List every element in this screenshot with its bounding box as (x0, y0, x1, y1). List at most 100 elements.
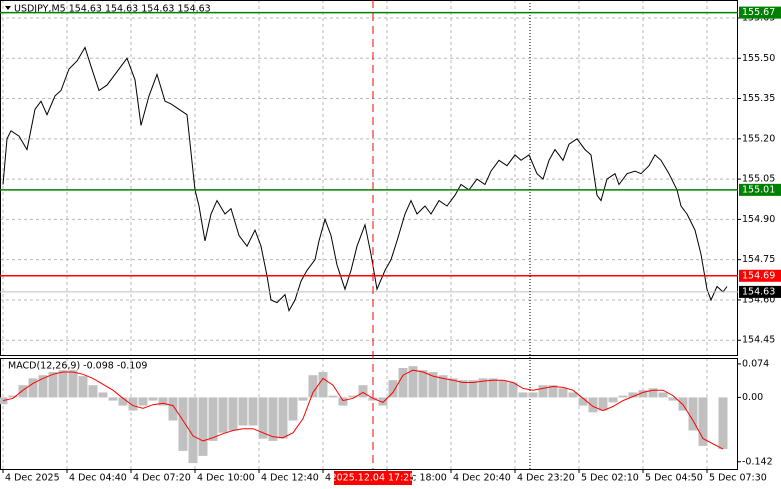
level-label: 155.01 (742, 184, 775, 195)
crosshair-label-box (334, 471, 412, 485)
macd-bar (618, 395, 628, 398)
macd-bar (78, 376, 88, 398)
y-tick-label: 154.90 (742, 214, 775, 225)
macd-bar (228, 397, 238, 431)
macd-bar (658, 392, 668, 398)
x-tick-label: 5 Dec 04:50 (645, 473, 703, 484)
x-tick-label: 4 Dec 23:20 (517, 473, 575, 484)
macd-bar (488, 378, 498, 398)
price-panel-border (0, 0, 738, 356)
x-tick-label: 5 Dec 07:30 (709, 473, 767, 484)
macd-bar (598, 397, 608, 411)
y-tick-label: 0.074 (742, 358, 769, 369)
macd-bar (208, 397, 218, 441)
macd-bar (368, 397, 378, 401)
chart-title: USDJPY,M5 154.63 154.63 154.63 154.63 (14, 4, 211, 15)
price-line (2, 46, 728, 313)
level-label: 154.69 (742, 270, 775, 281)
macd-bar (548, 385, 558, 398)
x-tick-label: 4 Dec 07:20 (133, 473, 191, 484)
macd-bar (578, 397, 588, 406)
x-tick-label: 4 Dec 10:00 (197, 473, 255, 484)
macd-bar (328, 395, 338, 398)
macd-bar (188, 397, 198, 464)
crosshair-label: 2025.12.04 17:25 (331, 473, 416, 484)
macd-bar (118, 397, 128, 406)
macd-bar (218, 397, 228, 433)
macd-bar (38, 375, 48, 398)
level-label: 155.67 (742, 7, 775, 18)
x-tick-label: 5 Dec 02:10 (581, 473, 639, 484)
macd-bar (478, 378, 488, 398)
macd-bar (688, 397, 698, 431)
y-tick-label: 155.05 (742, 174, 775, 185)
macd-bar (238, 397, 248, 426)
macd-bar (528, 392, 538, 398)
macd-bar (638, 390, 648, 398)
macd-bar (58, 370, 68, 398)
macd-bar (628, 392, 638, 398)
x-tick-label: 4 Dec 04:40 (69, 473, 127, 484)
macd-bar (258, 397, 268, 439)
x-tick-label: 4 Dec 18:00 (389, 473, 447, 484)
y-tick-label: 154.45 (742, 335, 775, 346)
macd-bar (408, 366, 418, 398)
y-tick-label: 0.00 (742, 392, 763, 403)
y-tick-label: 154.75 (742, 254, 775, 265)
macd-bar (458, 380, 468, 398)
macd-bar (678, 397, 688, 411)
macd-bar (268, 397, 278, 441)
x-tick-label: 4 Dec 12:40 (261, 473, 319, 484)
macd-bar (8, 395, 18, 398)
macd-bar (288, 397, 298, 421)
macd-bar (48, 372, 58, 398)
macd-bar (88, 385, 98, 398)
macd-bar (18, 385, 28, 398)
macd-bar (168, 397, 178, 421)
macd-title: MACD(12,26,9) -0.098 -0.109 (8, 361, 147, 372)
macd-bar (358, 385, 368, 398)
macd-bar (608, 397, 618, 403)
macd-bar (248, 397, 258, 426)
macd-bar (518, 392, 528, 398)
macd-bar (308, 375, 318, 398)
menu-arrow[interactable] (5, 6, 11, 10)
macd-bar (448, 378, 458, 398)
macd-bar (138, 397, 148, 406)
macd-bar (568, 392, 578, 398)
macd-bar (468, 380, 478, 398)
macd-bar (318, 372, 328, 398)
macd-bar (508, 382, 518, 398)
macd-bar (388, 380, 398, 398)
y-tick-label: 155.35 (742, 93, 775, 104)
signal-line (2, 369, 724, 450)
macd-bar (98, 392, 108, 398)
macd-bar (378, 397, 388, 406)
level-label-box (739, 6, 781, 19)
macd-bar (438, 375, 448, 398)
macd-bar (398, 367, 408, 398)
level-label-box (739, 269, 781, 282)
current-price-label: 154.63 (742, 286, 775, 297)
macd-bar (538, 385, 548, 398)
x-tick-label: 4 Dec 20:40 (453, 473, 511, 484)
y-tick-label: -0.142 (742, 456, 773, 467)
y-tick-label: 154.60 (742, 294, 775, 305)
macd-bar (338, 397, 348, 406)
x-tick-label: 4 Dec 2025 (5, 473, 60, 484)
macd-bar (348, 395, 358, 398)
current-price-box (739, 285, 781, 298)
macd-bar (648, 388, 658, 398)
macd-bar (278, 397, 288, 439)
macd-bar (668, 397, 678, 401)
y-tick-label: 155.50 (742, 53, 775, 64)
macd-bar (428, 372, 438, 398)
macd-bar (498, 380, 508, 398)
macd-bar (298, 397, 308, 401)
macd-bar (198, 397, 208, 456)
macd-bar (128, 397, 138, 411)
macd-bar (418, 370, 428, 398)
macd-bar (68, 370, 78, 398)
